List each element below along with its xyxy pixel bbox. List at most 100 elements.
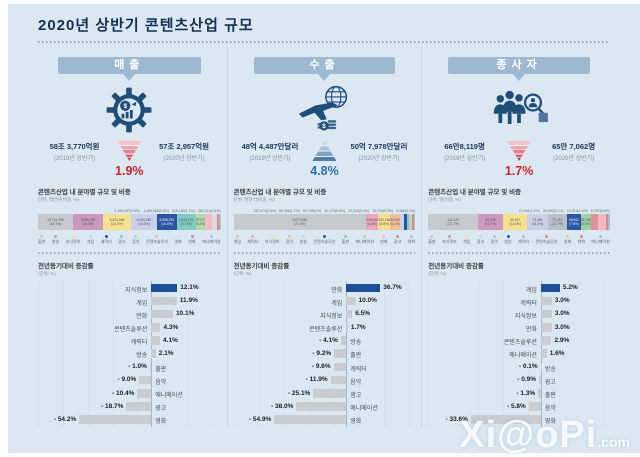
legend-label: 콘텐츠솔루션 <box>535 239 557 245</box>
growth-chart-title: 전년동기대비 증감률 <box>234 260 416 270</box>
change-block: 4.8% <box>306 141 342 178</box>
growth-bar <box>151 349 156 358</box>
segment-value-label: 8,194,285(14.3%) <box>137 218 152 226</box>
legend-dot-icon <box>120 235 123 238</box>
growth-row: - 18.7% 광고 <box>38 400 221 413</box>
svg-text:$: $ <box>124 103 128 110</box>
legend-label: 출판 <box>38 239 45 245</box>
growth-value: 6.5% <box>355 310 370 317</box>
segment-value-label: 8,423,468(14.7%) <box>110 218 125 226</box>
legend-label: 만화 <box>188 239 195 245</box>
growth-row: - 9.6%캐릭터 <box>234 360 416 373</box>
growth-bar <box>151 284 177 293</box>
growth-bar <box>541 297 552 306</box>
column: 매출 $ <box>32 47 227 427</box>
share-segment: 259,069(5.1%) <box>390 214 399 230</box>
legend-item: 방송 <box>52 235 59 245</box>
share-chart: 콘텐츠산업 내 분야별 규모 및 비중 단위: 명(비중, %) 27,594(… <box>428 186 610 245</box>
share-segment: 5,958,753(10.4%) <box>157 214 176 230</box>
growth-value: - 9.0% <box>118 376 137 383</box>
share-segment: 5,844,161(10.2%) <box>177 214 196 230</box>
segment-value-label: 5,844,161(10.2%) <box>179 218 194 226</box>
growth-row: 3.0%캐릭터 <box>428 294 610 307</box>
growth-value: 10.0% <box>359 297 377 304</box>
legend-dot-icon <box>410 235 413 238</box>
section-banner: 매출 <box>58 57 200 74</box>
growth-label: 방송 <box>136 350 147 359</box>
growth-row: - 25.1%광고 <box>234 387 416 400</box>
segment-callout-label: 30,479(0.6%) <box>324 209 345 213</box>
change-triangle <box>312 141 336 161</box>
legend-item: 만화 <box>380 235 387 245</box>
growth-label: 방송 <box>545 364 556 373</box>
site-watermark: Xi@oPi.com <box>459 414 630 457</box>
legend-label: 만화 <box>578 239 585 245</box>
segment-value-label: 89,845(13.7%) <box>485 218 497 226</box>
share-chart: 콘텐츠산업 내 분야별 규모 및 비중 단위: 백만원(비중, %) 2,196… <box>38 186 221 245</box>
share-segment <box>598 214 605 230</box>
legend-label: 방송 <box>300 239 307 245</box>
growth-value: 3.0% <box>555 324 570 331</box>
legend-item: 지식정보 <box>66 235 81 245</box>
legend-label: 음악 <box>286 239 293 245</box>
legend-label: 방송 <box>52 239 59 245</box>
airplane-globe-icon: $ <box>234 81 416 139</box>
growth-bar <box>331 376 347 385</box>
legend-item: 게임 <box>234 235 241 245</box>
legend-dot-icon <box>210 235 213 238</box>
legend-dot-icon <box>323 235 326 238</box>
growth-label: 캐릭터 <box>131 337 148 346</box>
curr-period: (2020년 상반기) <box>148 153 221 162</box>
legend-label: 캐릭터 <box>101 239 112 245</box>
banner-pointer <box>318 74 330 81</box>
growth-bar <box>346 284 380 293</box>
growth-label: 광고 <box>155 403 166 412</box>
curr-value: 57조 2,957억원 <box>148 141 221 152</box>
growth-row: - 11.9%음악 <box>234 373 416 386</box>
legend-label: 캐릭터 <box>518 239 529 245</box>
growth-row: 3.0%만화 <box>428 321 610 334</box>
share-segment <box>414 214 416 230</box>
change-block: 1.9% <box>111 141 148 178</box>
legend-label: 영화 <box>564 239 571 245</box>
share-segment: 2,979,377(5.2%) <box>196 214 206 230</box>
growth-row: 36.7%만화 <box>234 281 416 294</box>
segment-callout-label: 26,940(4.1%) <box>543 209 564 213</box>
share-chart-unit: 단위: 천달러(비중, %) <box>234 197 416 203</box>
curr-value: 50억 7,978만달러 <box>343 141 416 152</box>
growth-row: - 38.0%애니메이션 <box>234 400 416 413</box>
growth-value: - 9.6% <box>312 363 331 370</box>
growth-row: 1.7%콘텐츠솔루션 <box>234 321 416 334</box>
legend-dot-icon <box>344 235 347 238</box>
segment-callout-label: 50,798(1%) <box>303 209 321 213</box>
legend-dot-icon <box>251 235 254 238</box>
column: 종사자 <box>421 47 616 427</box>
legend-dot-icon <box>40 235 43 238</box>
growth-value: - 18.7% <box>101 403 123 410</box>
legend-dot-icon <box>271 235 274 238</box>
growth-row: 2.1%방송 <box>38 347 221 360</box>
share-chart-unit: 단위: 백만원(비중, %) <box>38 197 221 203</box>
share-chart-unit: 단위: 명(비중, %) <box>428 197 610 203</box>
growth-bar <box>151 310 173 319</box>
legend-label: 만화 <box>380 239 387 245</box>
share-segment: 345,425(6.8%) <box>366 214 378 230</box>
change-block: 1.7% <box>501 141 537 178</box>
growth-bar <box>296 402 346 411</box>
growth-row: 5.2%게임 <box>428 281 610 294</box>
growth-bar <box>538 389 541 398</box>
share-segment: 89,845(13.7%) <box>478 214 503 230</box>
growth-bar <box>541 284 560 293</box>
banner-pointer <box>123 74 135 81</box>
share-segment: 3,673,498(72.3%) <box>234 214 366 230</box>
legend-item: 캐릭터 <box>101 235 112 245</box>
growth-label: 애니메이션 <box>509 350 537 359</box>
share-segment: 182,147(27.7%) <box>428 214 478 230</box>
growth-row: 11.9%게임 <box>38 294 221 307</box>
share-segment: 330,186(6.5%) <box>378 214 390 230</box>
curr-period: (2020년 상반기) <box>343 153 416 162</box>
growth-row: 4.3%콘텐츠솔루션 <box>38 321 221 334</box>
legend-label: 출판 <box>428 239 435 245</box>
growth-value: - 54.2% <box>54 416 76 423</box>
